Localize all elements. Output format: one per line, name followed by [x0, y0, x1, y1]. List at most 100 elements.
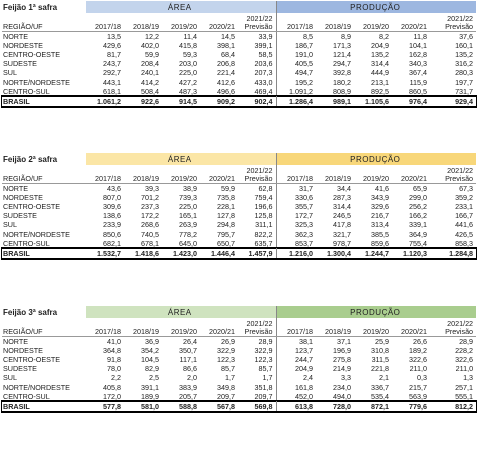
- area-value: 125,8: [254, 211, 273, 221]
- area-value: 206,8: [217, 59, 235, 69]
- production-value: 37,6: [459, 31, 474, 41]
- table-row: CENTRO-OESTE 81,7 59,9 59,3 68,4 58,5 191,0 121…: [2, 49, 476, 60]
- area-value: 1,7: [262, 373, 273, 383]
- production-value: 392,8: [333, 68, 352, 78]
- total-area-value: 577,8: [86, 400, 124, 413]
- area-value: 203,6: [254, 59, 273, 69]
- region-name: NORTE: [3, 183, 29, 193]
- area-value: 127,8: [217, 211, 235, 221]
- area-value: 81,7: [107, 49, 121, 59]
- area-value: 398,1: [217, 40, 235, 50]
- production-value: 37,1: [337, 336, 352, 346]
- table-row: NORTE/NORDESTE 443,1 414,2 427,2 412,6 433,0 1…: [2, 77, 476, 87]
- year-column-header: 2018/19: [124, 165, 162, 184]
- region-name: SUL: [3, 220, 17, 230]
- region-column-header: REGIÃO/UF: [2, 13, 86, 32]
- table-row: SUL 2,2 2,5 2,0 1,7 1,7 2,4 3,3 2,1 0,3 1,3: [2, 373, 476, 383]
- production-value: 189,2: [409, 345, 428, 355]
- area-value: 189,9: [141, 391, 159, 401]
- area-value: 165,1: [179, 211, 197, 221]
- production-value: 859,6: [371, 238, 390, 248]
- year-column-header: 2017/18: [275, 165, 317, 184]
- production-value: 362,3: [275, 229, 317, 239]
- production-value: 731,7: [455, 86, 474, 96]
- area-value: 209,7: [254, 391, 273, 401]
- production-value: 336,7: [371, 382, 390, 392]
- region-name: NORDESTE: [3, 345, 43, 355]
- area-value: 233,9: [103, 220, 121, 230]
- production-value: 340,3: [409, 59, 428, 69]
- area-value: 391,1: [141, 382, 159, 392]
- production-value: 41,6: [375, 183, 390, 193]
- production-value: 2,1: [379, 373, 390, 383]
- table-row: NORDESTE 807,0 701,2 739,3 735,8 759,4 330,6 28…: [2, 192, 476, 202]
- table-title: Feijão 2ª safra: [3, 154, 58, 164]
- production-value: 65,9: [413, 183, 428, 193]
- area-value: 399,1: [254, 40, 273, 50]
- area-value: 850,6: [103, 229, 121, 239]
- year-column-header: 2020/21: [392, 318, 431, 337]
- forecast-label: Previsão: [244, 326, 273, 336]
- area-value: 122,3: [217, 354, 235, 364]
- production-value: 275,8: [333, 354, 352, 364]
- forecast-label: Previsão: [445, 326, 474, 336]
- production-value: 211,0: [455, 364, 474, 374]
- table-row: SUDESTE 243,7 208,4 203,0 206,8 203,6 405,5 294…: [2, 59, 476, 69]
- region-name: NORDESTE: [3, 40, 43, 50]
- production-value: 26,6: [413, 336, 428, 346]
- forecast-column-header: 2021/22 Previsão: [238, 318, 277, 337]
- production-value: 1.091,2: [275, 86, 317, 97]
- year-column-header: 2018/19: [316, 13, 355, 32]
- production-value: 444,9: [371, 68, 390, 78]
- production-value: 329,6: [371, 201, 390, 211]
- forecast-column-header: 2021/22 Previsão: [238, 165, 277, 184]
- production-group-header: PRODUÇÃO: [275, 153, 477, 165]
- area-value: 322,9: [254, 345, 273, 355]
- total-production-value: 1.244,7: [354, 247, 393, 260]
- forecast-year: 2021/22: [246, 13, 273, 23]
- production-value: 853,7: [275, 238, 317, 249]
- area-value: 59,9: [221, 183, 235, 193]
- region-name: SUL: [3, 373, 17, 383]
- production-value: 321,7: [333, 229, 352, 239]
- production-value: 322,6: [455, 354, 474, 364]
- total-production-value: 779,6: [392, 400, 431, 413]
- production-value: 860,5: [409, 86, 428, 96]
- year-column-header: 2020/21: [200, 165, 238, 184]
- region-name: CENTRO-SUL: [3, 391, 50, 401]
- data-table: Feijão 3ª safra ÁREA PRODUÇÃO REGIÃO/UF 2017…: [0, 306, 478, 413]
- production-value: 191,0: [275, 49, 317, 60]
- region-name: NORTE/NORDESTE: [3, 382, 70, 392]
- table-row: CENTRO-OESTE 91,8 104,5 117,1 122,3 122,3 244,…: [2, 354, 476, 365]
- production-value: 233,1: [455, 201, 474, 211]
- year-column-header: 2020/21: [392, 13, 431, 32]
- total-area-value: 1.423,0: [162, 247, 200, 260]
- production-value: 310,8: [371, 345, 390, 355]
- production-value: 180,2: [333, 77, 352, 87]
- production-value: 166,2: [409, 211, 428, 221]
- forecast-label: Previsão: [244, 173, 273, 183]
- total-label: BRASIL: [2, 247, 86, 260]
- area-value: 2,2: [111, 373, 121, 383]
- area-value: 59,9: [145, 49, 159, 59]
- area-value: 701,2: [141, 192, 159, 202]
- area-group-header: ÁREA: [86, 1, 277, 13]
- area-value: 68,4: [221, 49, 235, 59]
- area-value: 739,3: [179, 192, 197, 202]
- area-value: 1,7: [225, 373, 235, 383]
- production-value: 405,5: [275, 59, 317, 69]
- region-column-header: REGIÃO/UF: [2, 165, 86, 184]
- year-column-header: 2019/20: [162, 165, 200, 184]
- production-value: 221,8: [371, 364, 390, 374]
- area-value: 33,9: [258, 31, 273, 41]
- area-value: 433,0: [254, 77, 273, 87]
- total-area-value: 1.532,7: [86, 247, 124, 260]
- production-value: 330,6: [275, 192, 317, 202]
- area-value: 645,0: [179, 238, 197, 248]
- production-value: 8,2: [379, 31, 390, 41]
- production-value: 385,5: [371, 229, 390, 239]
- production-value: 343,9: [371, 192, 390, 202]
- region-name: SUDESTE: [3, 59, 37, 69]
- area-value: 635,7: [254, 238, 273, 248]
- area-value: 85,7: [221, 364, 235, 374]
